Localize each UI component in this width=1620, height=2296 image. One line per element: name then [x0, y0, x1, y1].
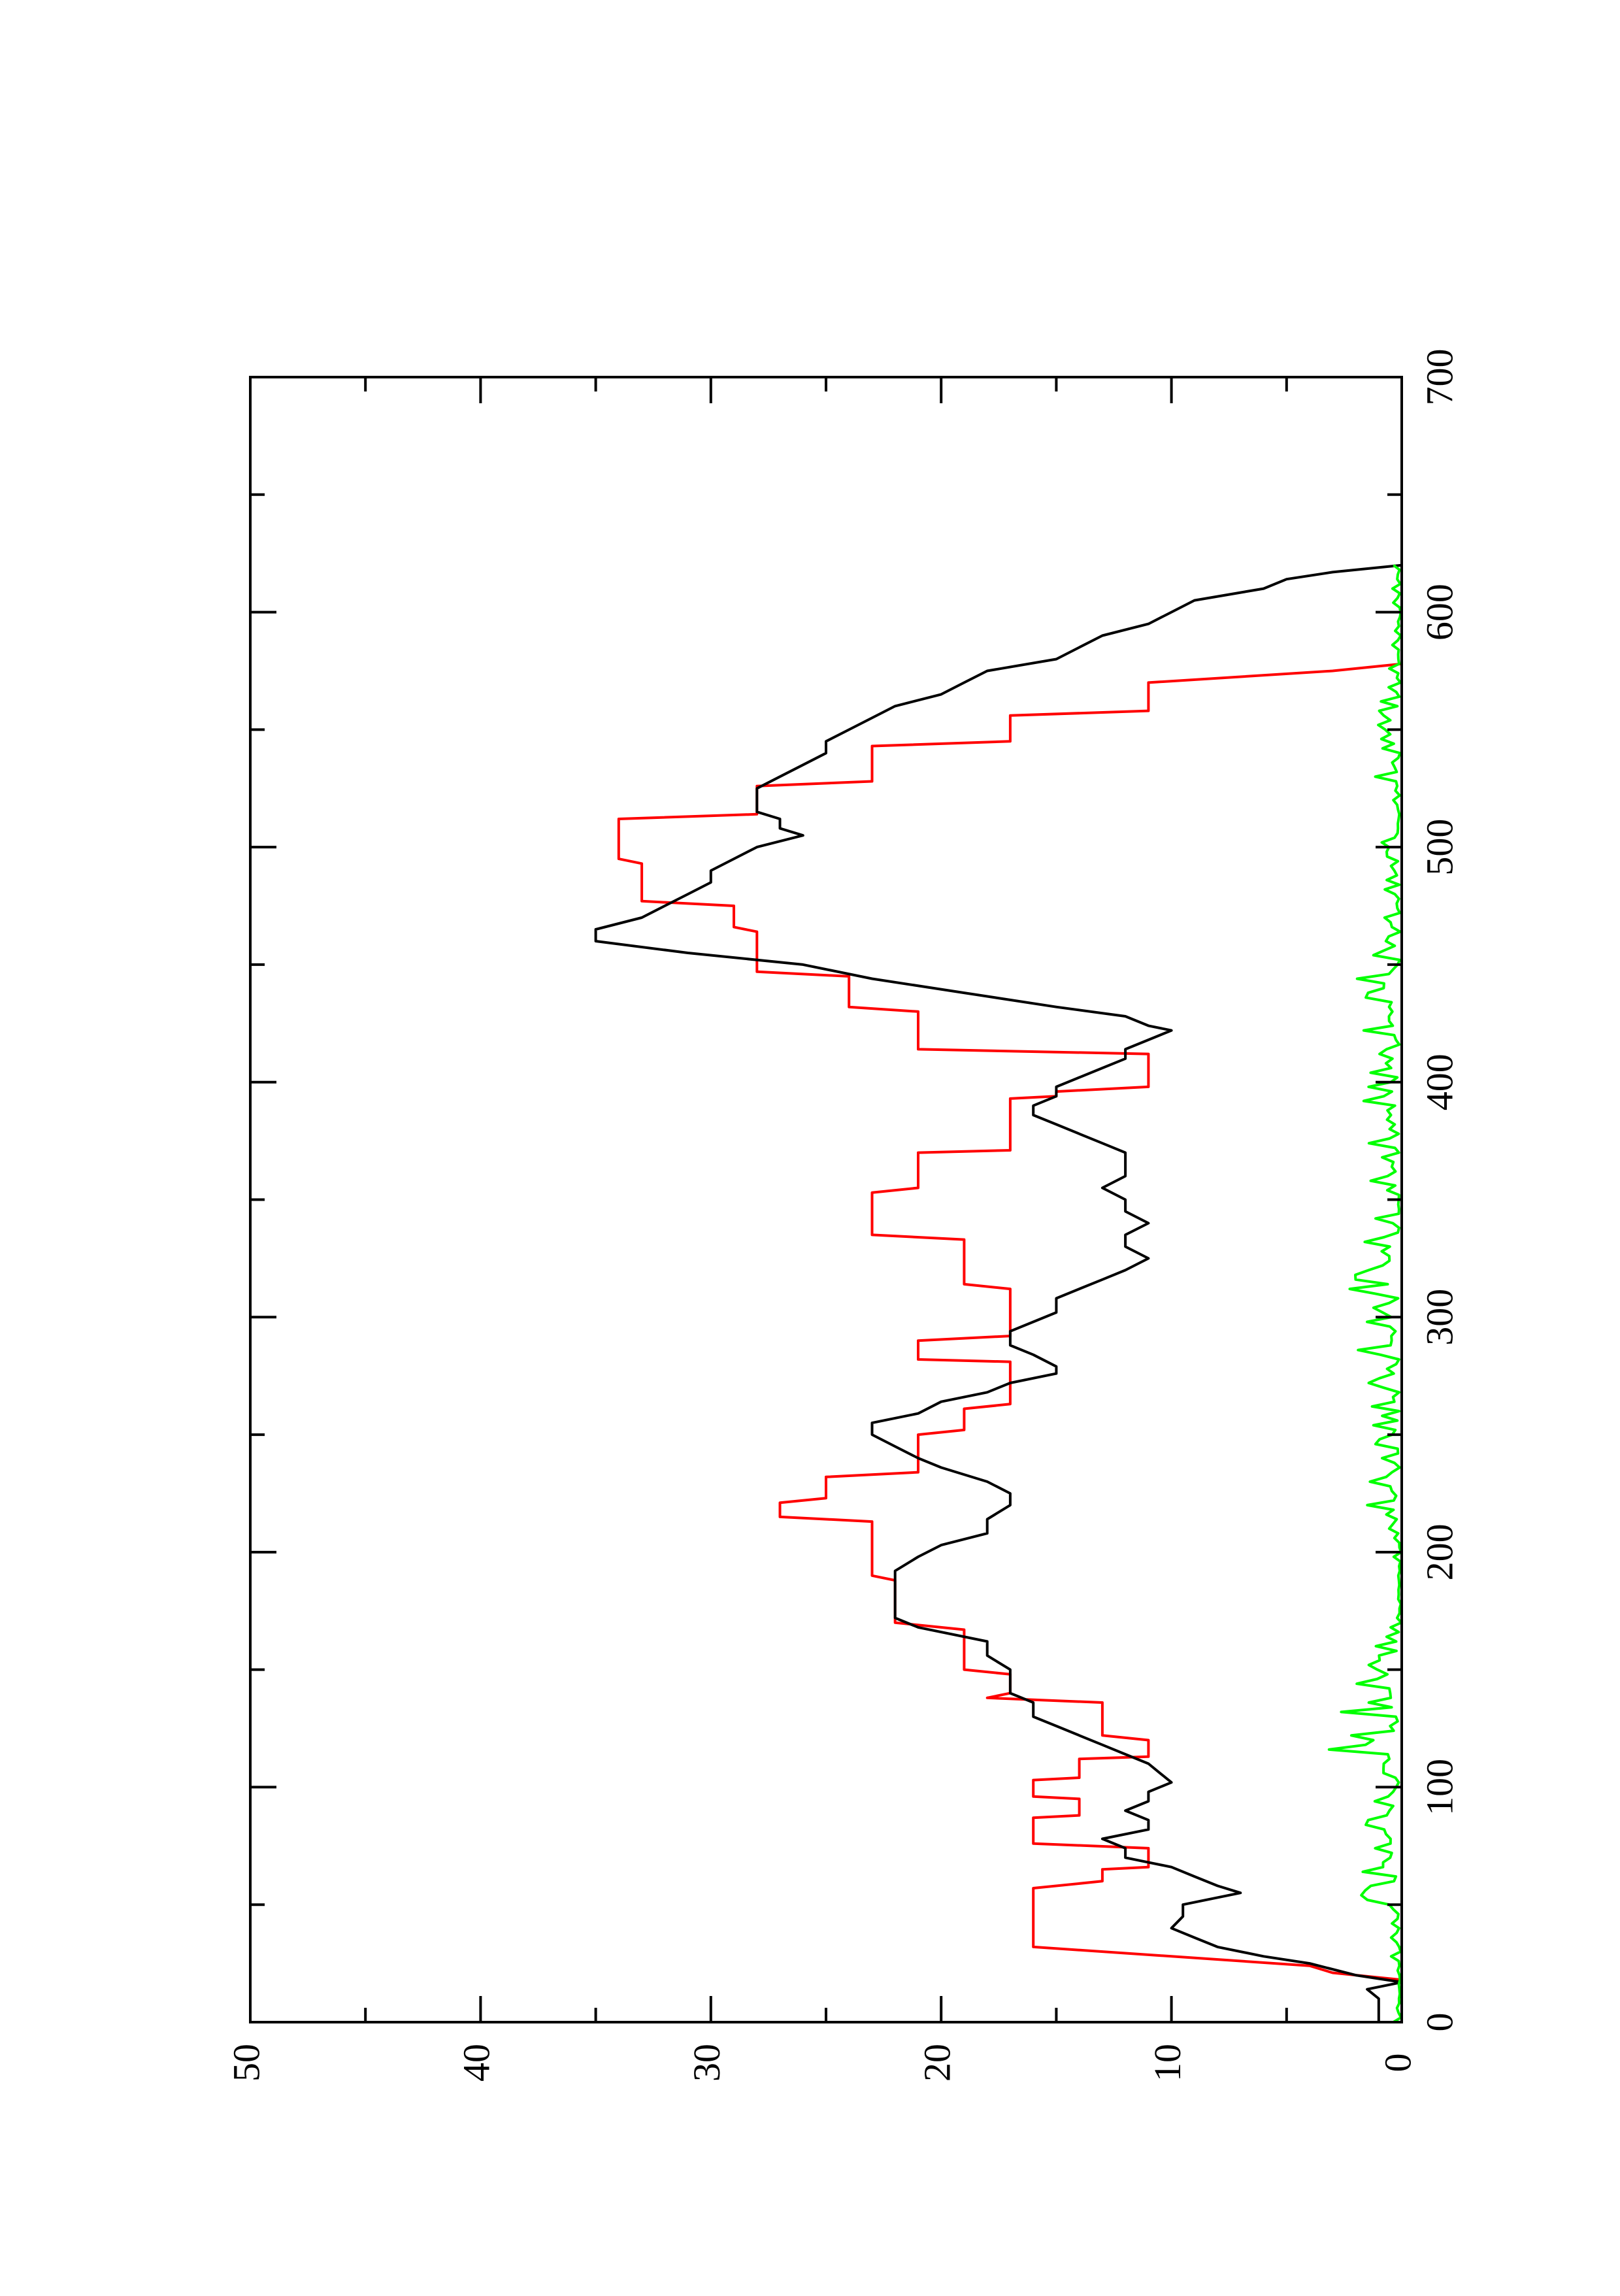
y-tick-label: 40 [455, 2044, 498, 2082]
x-tick-label: 600 [1418, 584, 1461, 641]
series-group [594, 563, 1403, 2023]
x-tick-label: 700 [1418, 349, 1461, 406]
series-line-red [617, 565, 1403, 2022]
series-line-black [594, 563, 1403, 2022]
x-tick-label: 0 [1418, 2013, 1461, 2032]
y-tick-label: 0 [1376, 2054, 1419, 2072]
x-tick-label: 200 [1418, 1523, 1461, 1580]
x-tick-label: 300 [1418, 1289, 1461, 1346]
x-tick-label: 500 [1418, 819, 1461, 876]
x-tick-label: 100 [1418, 1759, 1461, 1816]
axes-group: 0 100 200 300 400 500 600 700 0 10 20 30 40 50 [225, 349, 1461, 2082]
x-tick-label: 400 [1418, 1054, 1461, 1110]
y-tick-label: 20 [916, 2044, 959, 2082]
y-tick-label: 10 [1146, 2044, 1189, 2082]
y-tick-label: 30 [686, 2044, 728, 2082]
series-line-green [1327, 564, 1403, 2023]
y-tick-label: 50 [225, 2044, 267, 2082]
